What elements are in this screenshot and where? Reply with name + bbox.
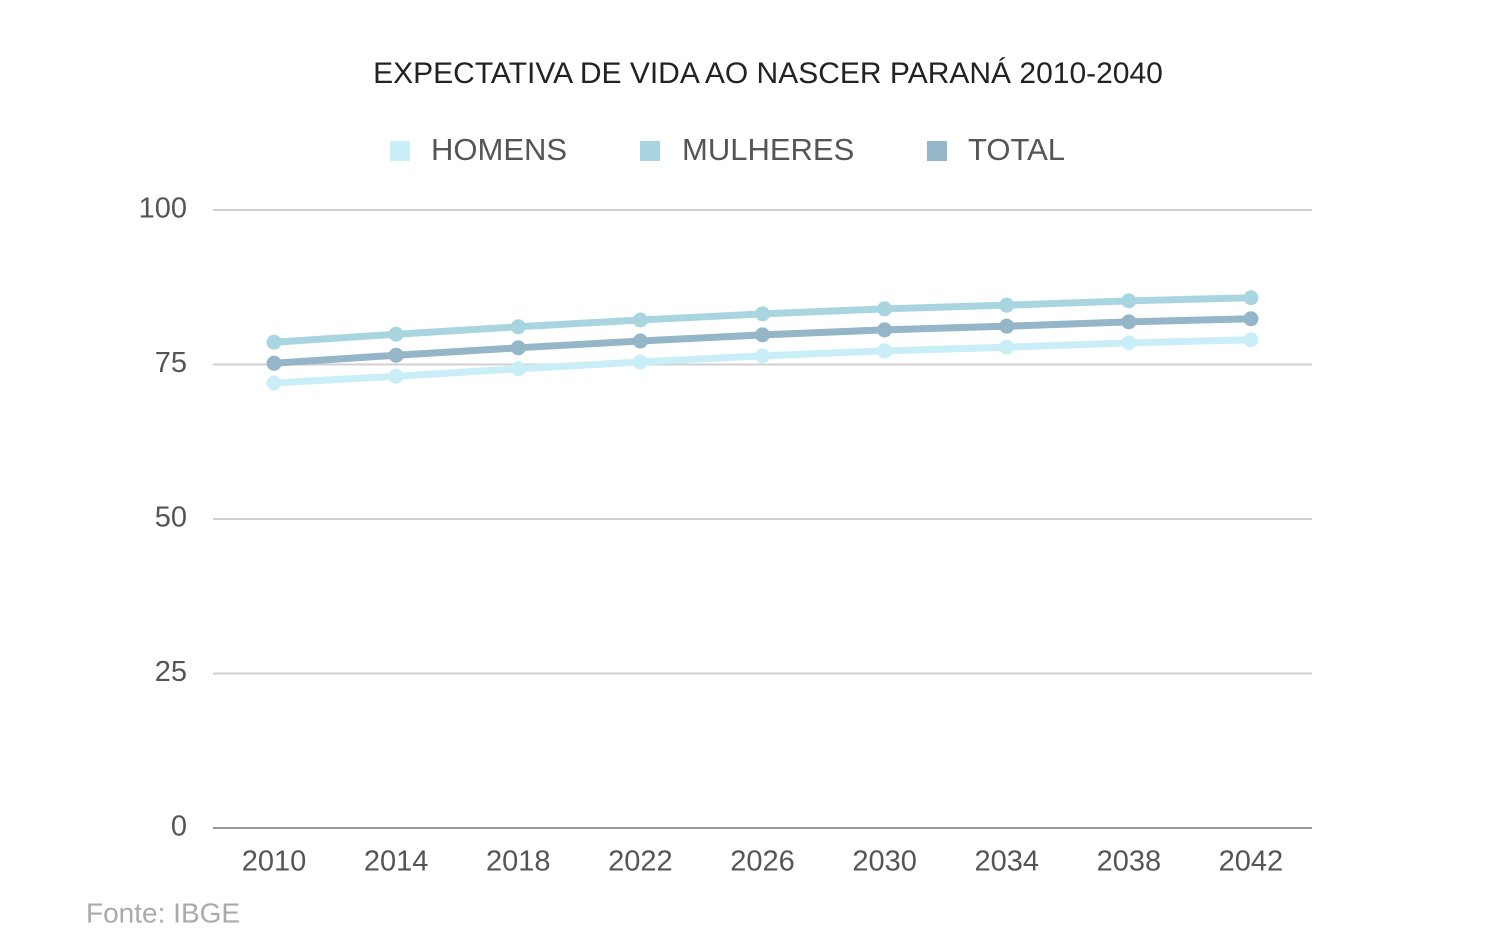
data-point — [755, 306, 770, 322]
x-tick-label: 2042 — [1219, 846, 1284, 878]
data-point — [755, 327, 770, 343]
x-tick-label: 2038 — [1097, 846, 1162, 878]
x-tick-label: 2022 — [608, 846, 673, 878]
data-point — [1243, 290, 1259, 306]
data-point — [1243, 332, 1259, 348]
data-point — [266, 334, 282, 350]
data-point — [1121, 335, 1137, 351]
data-point — [266, 355, 282, 371]
data-point — [999, 339, 1015, 355]
y-tick-label: 0 — [171, 811, 187, 843]
data-point — [388, 347, 404, 363]
source-note: Fonte: IBGE — [86, 897, 240, 928]
legend-swatch — [390, 141, 410, 161]
data-point — [755, 348, 770, 364]
data-point — [877, 301, 893, 317]
x-tick-label: 2034 — [974, 846, 1039, 878]
data-point — [510, 319, 526, 335]
x-tick-label: 2010 — [242, 846, 307, 878]
data-point — [632, 333, 648, 349]
legend-label: HOMENS — [431, 132, 567, 167]
y-tick-label: 50 — [155, 502, 187, 534]
x-tick-label: 2026 — [730, 846, 795, 878]
data-point — [999, 318, 1015, 334]
legend-swatch — [927, 141, 947, 161]
data-point — [266, 375, 282, 391]
y-tick-label: 25 — [155, 656, 187, 688]
data-point — [877, 322, 893, 338]
y-tick-label: 75 — [155, 347, 187, 379]
data-point — [510, 340, 526, 356]
data-point — [1121, 293, 1137, 309]
data-point — [632, 312, 648, 328]
legend-swatch — [640, 141, 660, 161]
x-tick-label: 2018 — [486, 846, 551, 878]
data-point — [388, 368, 404, 384]
y-tick-label: 100 — [139, 193, 187, 225]
chart-title: EXPECTATIVA DE VIDA AO NASCER PARANÁ 201… — [373, 57, 1163, 90]
x-tick-label: 2030 — [852, 846, 917, 878]
data-point — [877, 343, 893, 359]
legend-label: TOTAL — [968, 132, 1065, 167]
data-point — [632, 354, 648, 370]
data-point — [510, 361, 526, 377]
data-point — [1243, 311, 1259, 327]
x-tick-label: 2014 — [364, 846, 429, 878]
legend-label: MULHERES — [682, 132, 854, 167]
data-point — [1121, 314, 1137, 330]
data-point — [999, 297, 1015, 313]
data-point — [388, 326, 404, 342]
